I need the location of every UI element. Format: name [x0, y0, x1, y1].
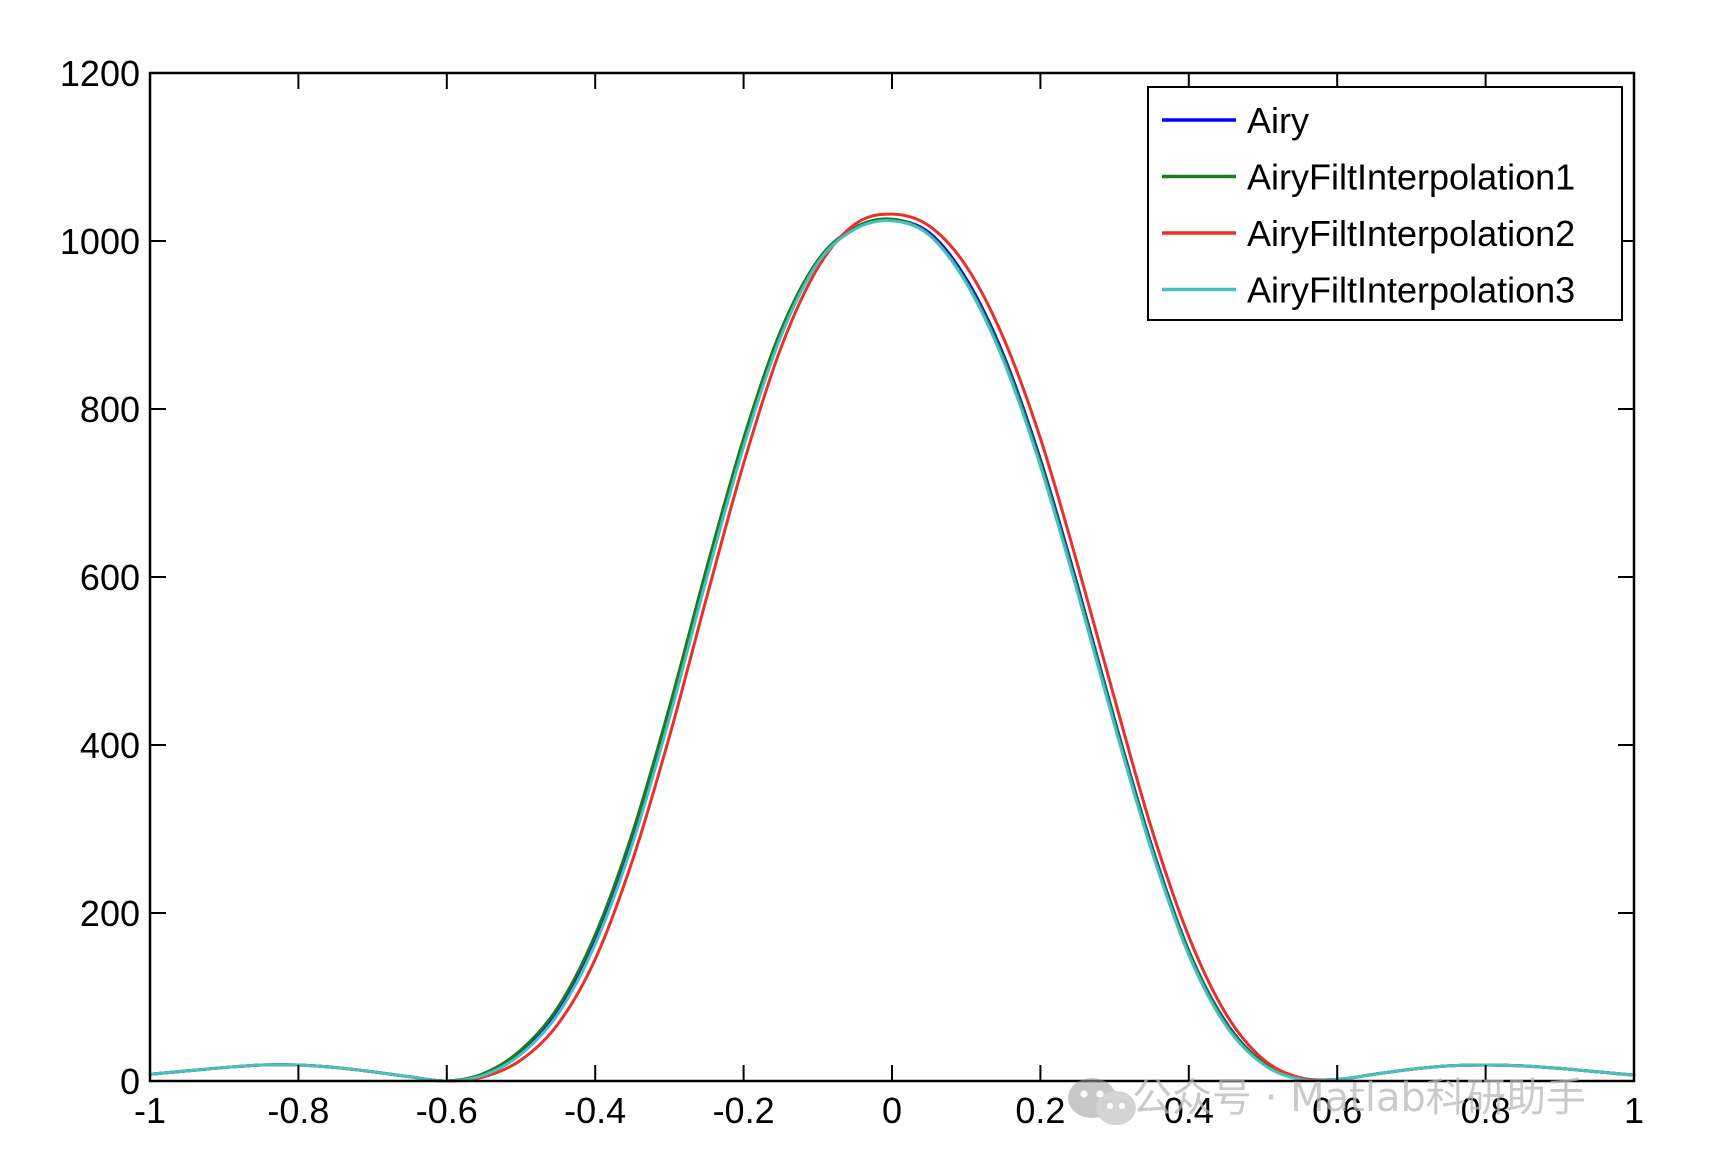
y-tick-label: 800 [80, 389, 140, 430]
legend-label-1: Airy [1247, 100, 1309, 141]
series-layer [148, 212, 1636, 1083]
legend-label-2: AiryFiltInterpolation1 [1247, 157, 1575, 198]
y-tick-label: 400 [80, 725, 140, 766]
x-tick-label: -0.4 [564, 1090, 626, 1131]
legend-label-4: AiryFiltInterpolation3 [1247, 270, 1575, 311]
series-line-4 [148, 219, 1636, 1083]
x-tick-label: -0.2 [713, 1090, 775, 1131]
watermark-text: 公众号 · Matlab科研助手 [1132, 1075, 1586, 1121]
x-tick-label: 0.8 [1461, 1090, 1511, 1131]
axes-layer: -1 -0.8 -0.6 -0.4 -0.2 0 0.2 0.4 0.6 0.8 1 0 200 400 6… [60, 53, 1644, 1131]
x-tick-label: 0.6 [1312, 1090, 1362, 1131]
x-tick-label: -0.6 [416, 1090, 478, 1131]
y-tick-label: 1000 [60, 221, 140, 262]
x-tick-label: 0.2 [1015, 1090, 1065, 1131]
x-tick-label: -0.8 [267, 1090, 329, 1131]
watermark: 公众号 · Matlab科研助手 [1068, 1075, 1586, 1125]
legend-box [1147, 86, 1623, 321]
legend: Airy AiryFiltInterpolation1 AiryFiltInterp… [1147, 86, 1623, 321]
x-tick-label: 1 [1624, 1090, 1644, 1131]
y-tick-label: 0 [120, 1061, 140, 1102]
x-tick-label: 0 [882, 1090, 902, 1131]
wechat-icon [1068, 1078, 1136, 1125]
x-tick-label: 0.4 [1164, 1090, 1214, 1131]
y-tick-label: 600 [80, 557, 140, 598]
x-tick-label: -1 [134, 1090, 166, 1131]
y-tick-label: 200 [80, 893, 140, 934]
y-tick-label: 1200 [60, 53, 140, 94]
legend-label-3: AiryFiltInterpolation2 [1247, 213, 1575, 254]
